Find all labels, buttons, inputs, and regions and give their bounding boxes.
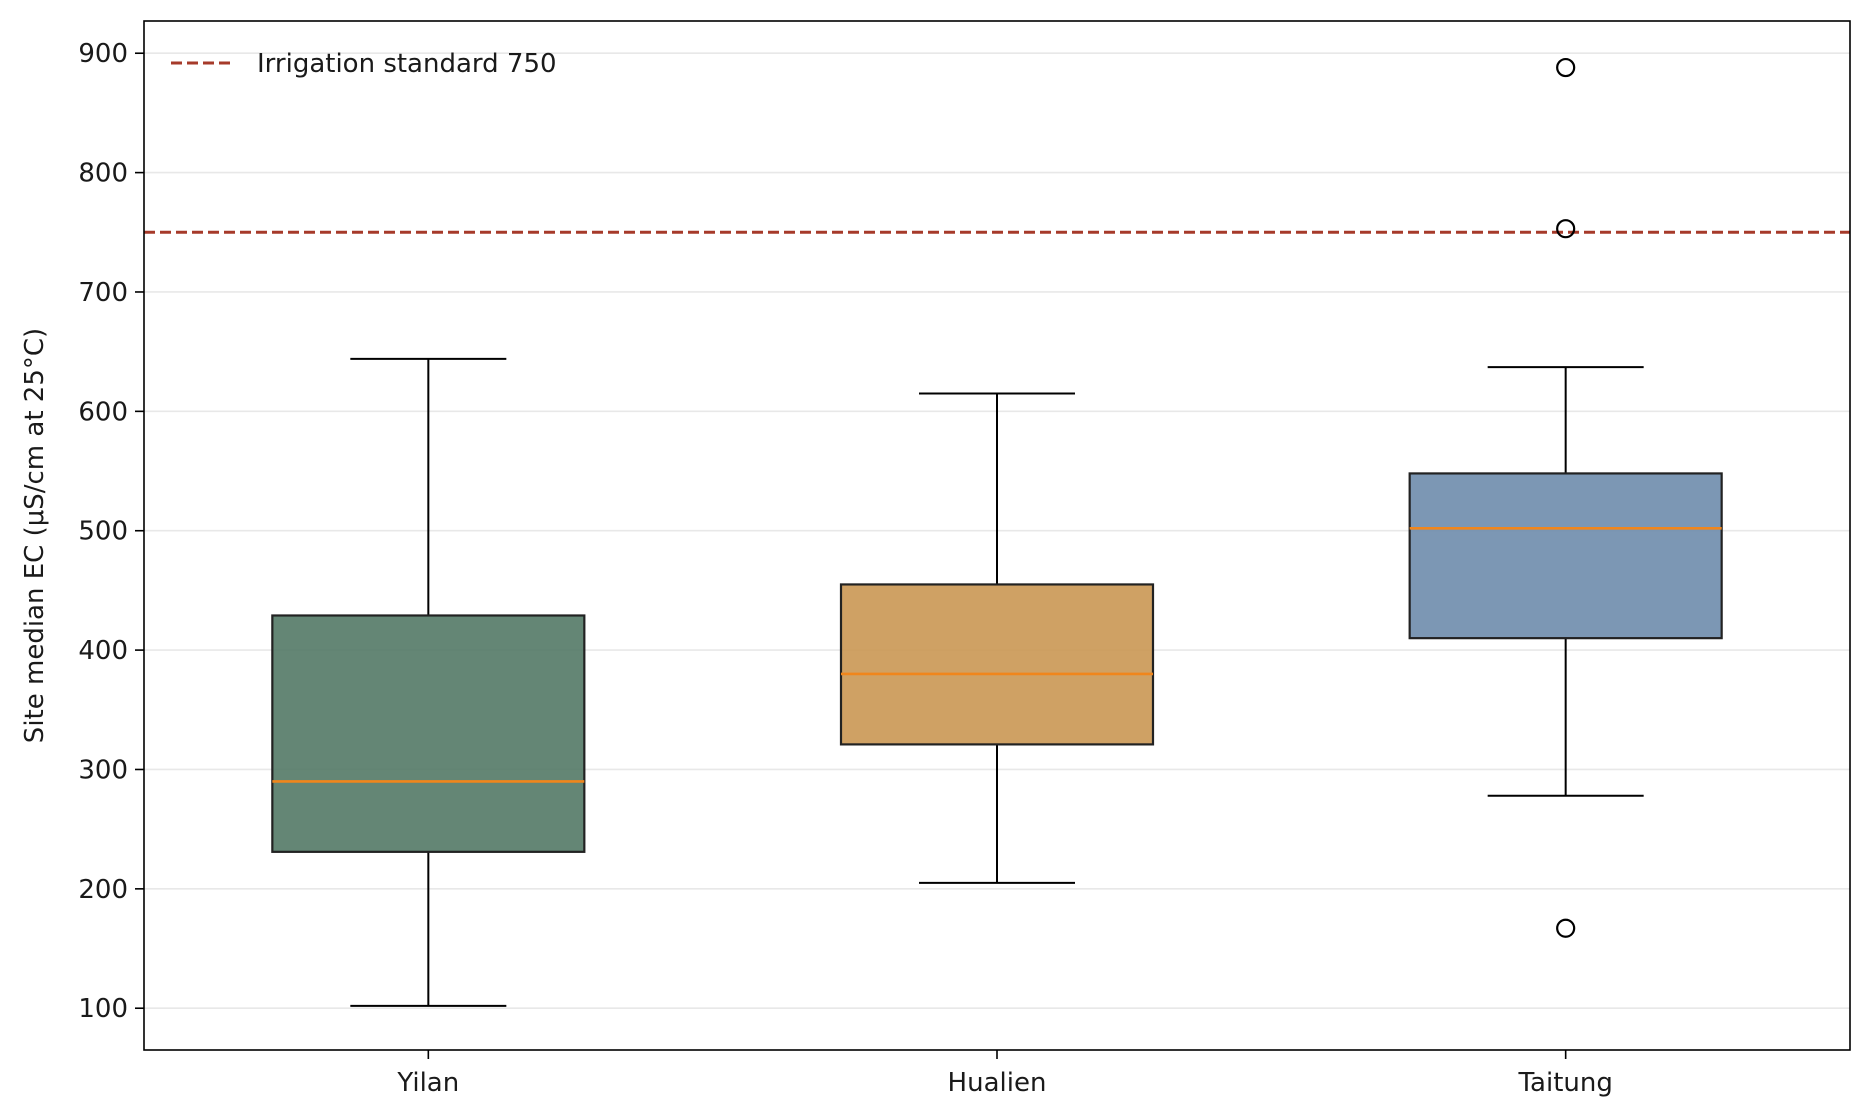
boxes [271, 357, 1723, 1007]
x-tick-label-hualien: Hualien [948, 1068, 1047, 1098]
y-tick-label-900: 900 [78, 39, 128, 69]
y-tick-label-700: 700 [78, 278, 128, 308]
y-tick-label-200: 200 [78, 875, 128, 905]
box-yilan [271, 357, 586, 1007]
legend-label-reference-line: Irrigation standard 750 [257, 49, 557, 79]
legend: Irrigation standard 750 [171, 49, 557, 79]
y-tick-label-600: 600 [78, 397, 128, 427]
outliers [1556, 57, 1576, 938]
y-axis-ticks: 100 200 300 400 500 600 700 800 900 [78, 39, 144, 1024]
y-tick-label-400: 400 [78, 636, 128, 666]
outlier-taitung-167 [1556, 918, 1576, 938]
x-axis-ticks: Yilan Hualien Taitung [396, 1050, 1613, 1098]
y-tick-label-100: 100 [78, 994, 128, 1024]
box-iqr-hualien [839, 583, 1155, 746]
y-tick-label-800: 800 [78, 159, 128, 189]
box-hualien [839, 392, 1155, 884]
box-iqr-taitung [1408, 472, 1723, 640]
box-taitung [1408, 366, 1723, 797]
y-tick-label-300: 300 [78, 755, 128, 785]
outlier-taitung-753 [1556, 219, 1576, 239]
x-tick-label-yilan: Yilan [396, 1068, 459, 1098]
y-axis-label: Site median EC (μS/cm at 25°C) [20, 328, 50, 743]
x-tick-label-taitung: Taitung [1517, 1068, 1612, 1098]
y-tick-label-500: 500 [78, 517, 128, 547]
outlier-taitung-888 [1556, 57, 1576, 78]
box-iqr-yilan [271, 614, 586, 853]
